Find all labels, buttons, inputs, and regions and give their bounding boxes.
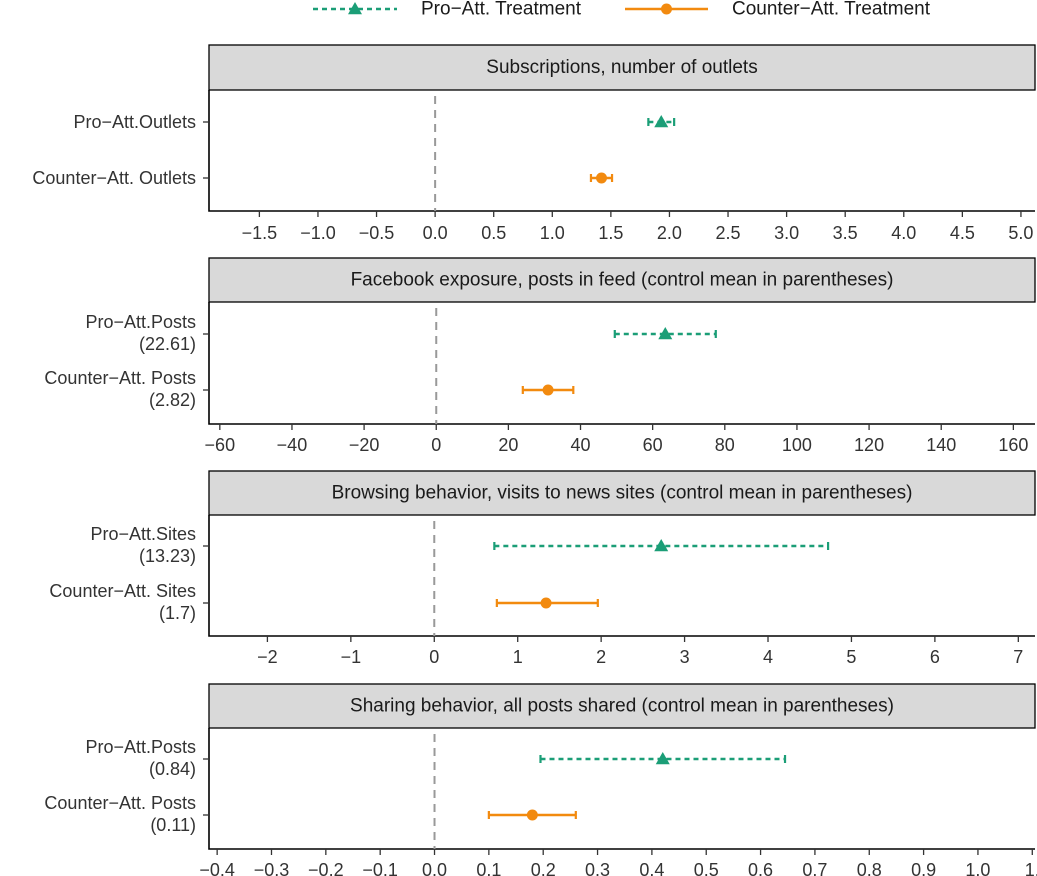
panel-strip (208, 470, 1036, 516)
category-label: Pro−Att.Posts (85, 737, 196, 757)
category-label: Counter−Att. Posts (44, 368, 196, 388)
x-tick-label: −60 (205, 435, 236, 455)
x-tick-label: 1.0 (965, 860, 990, 876)
x-tick-label: 3 (680, 647, 690, 667)
x-tick-label: 1.0 (540, 223, 565, 243)
category-label: (0.11) (150, 815, 196, 835)
x-tick-label: 40 (571, 435, 591, 455)
x-tick-label: 100 (782, 435, 812, 455)
x-tick-label: −20 (349, 435, 380, 455)
point-estimate (658, 327, 673, 340)
legend-entry-pro-att: Pro−Att. Treatment (313, 0, 582, 20)
category-label: Counter−Att. Sites (49, 581, 196, 601)
panel-title: Subscriptions, number of outlets (486, 57, 757, 78)
panels: Subscriptions, number of outlets −1.5 −1.0… (32, 44, 1037, 876)
x-tick-label: 0 (429, 647, 439, 667)
panel-1: Subscriptions, number of outlets −1.5 −1.0… (32, 44, 1036, 243)
x-tick-label: 1.5 (598, 223, 623, 243)
panel-title: Facebook exposure, posts in feed (contro… (351, 270, 894, 291)
panel-axes (208, 90, 1035, 212)
legend-marker-circle-icon (661, 3, 672, 15)
category-label: Counter−Att. Posts (44, 793, 196, 813)
x-tick-label: 0.5 (481, 223, 506, 243)
legend-marker-triangle-icon (348, 2, 362, 15)
x-tick-label: 0.2 (531, 860, 556, 876)
panel-3: Browsing behavior, visits to news sites … (49, 470, 1036, 667)
x-tick-label: 7 (1013, 647, 1023, 667)
point-estimate (654, 115, 669, 128)
x-tick-label: 2.0 (657, 223, 682, 243)
x-tick-label: 0.7 (802, 860, 827, 876)
x-tick-label: 80 (715, 435, 735, 455)
category-label: (2.82) (149, 390, 196, 410)
x-tick-label: 2.5 (716, 223, 741, 243)
panel-strip (208, 44, 1036, 91)
x-tick-label: −0.4 (199, 860, 235, 876)
x-tick-label: 5 (846, 647, 856, 667)
x-tick-label: 4.0 (891, 223, 916, 243)
x-tick-label: 1 (513, 647, 523, 667)
panel-title: Sharing behavior, all posts shared (cont… (350, 696, 894, 717)
x-tick-label: 3.0 (774, 223, 799, 243)
category-label: Pro−Att.Posts (85, 312, 196, 332)
x-tick-label: 1. (1025, 860, 1037, 876)
legend-entry-counter-att: Counter−Att. Treatment (625, 0, 931, 20)
panel-2: Facebook exposure, posts in feed (contro… (44, 257, 1036, 455)
category-label: (0.84) (149, 759, 196, 779)
panel-4: Sharing behavior, all posts shared (cont… (44, 683, 1037, 876)
panel-axes (208, 302, 1035, 425)
x-tick-label: 20 (498, 435, 518, 455)
panel-strip (208, 257, 1036, 303)
legend-label: Counter−Att. Treatment (732, 0, 931, 20)
x-tick-label: 4.5 (950, 223, 975, 243)
x-tick-label: 0.8 (857, 860, 882, 876)
x-tick-label: 0.5 (694, 860, 719, 876)
x-tick-label: 6 (930, 647, 940, 667)
x-tick-label: 0.3 (585, 860, 610, 876)
category-label: Pro−Att.Sites (90, 524, 196, 544)
x-tick-label: 0.9 (911, 860, 936, 876)
x-tick-label: −1 (341, 647, 362, 667)
legend: Pro−Att. Treatment Counter−Att. Treatment (313, 0, 931, 20)
category-label: Counter−Att. Outlets (32, 168, 196, 188)
panel-axes (208, 515, 1035, 637)
x-tick-label: 0.6 (748, 860, 773, 876)
legend-label: Pro−Att. Treatment (421, 0, 582, 20)
x-tick-label: 0.1 (476, 860, 501, 876)
panel-title: Browsing behavior, visits to news sites … (332, 483, 913, 504)
panel-axes (208, 728, 1035, 850)
x-tick-label: 0 (431, 435, 441, 455)
point-estimate (540, 597, 552, 609)
x-tick-label: 140 (926, 435, 956, 455)
point-estimate (654, 539, 669, 552)
x-tick-label: −0.5 (359, 223, 395, 243)
x-tick-label: −0.1 (362, 860, 398, 876)
category-label: (13.23) (139, 546, 196, 566)
x-tick-label: −40 (277, 435, 308, 455)
x-tick-label: −1.0 (300, 223, 336, 243)
panel-strip (208, 683, 1036, 729)
x-tick-label: −2 (257, 647, 278, 667)
point-estimate (595, 172, 607, 184)
x-tick-label: −0.3 (254, 860, 290, 876)
x-tick-label: 60 (643, 435, 663, 455)
x-tick-label: −1.5 (242, 223, 278, 243)
category-label: Pro−Att.Outlets (73, 112, 196, 132)
x-tick-label: −0.2 (308, 860, 344, 876)
x-tick-label: 4 (763, 647, 773, 667)
category-label: (22.61) (139, 334, 196, 354)
x-tick-label: 3.5 (833, 223, 858, 243)
point-estimate (526, 809, 538, 821)
x-tick-label: 5.0 (1008, 223, 1033, 243)
category-label: (1.7) (159, 603, 196, 623)
x-tick-label: 0.0 (423, 223, 448, 243)
x-tick-label: 120 (854, 435, 884, 455)
point-estimate (542, 384, 554, 396)
x-tick-label: 160 (998, 435, 1028, 455)
x-tick-label: 0.4 (639, 860, 664, 876)
x-tick-label: 2 (596, 647, 606, 667)
x-tick-label: 0.0 (422, 860, 447, 876)
point-estimate (655, 752, 670, 765)
